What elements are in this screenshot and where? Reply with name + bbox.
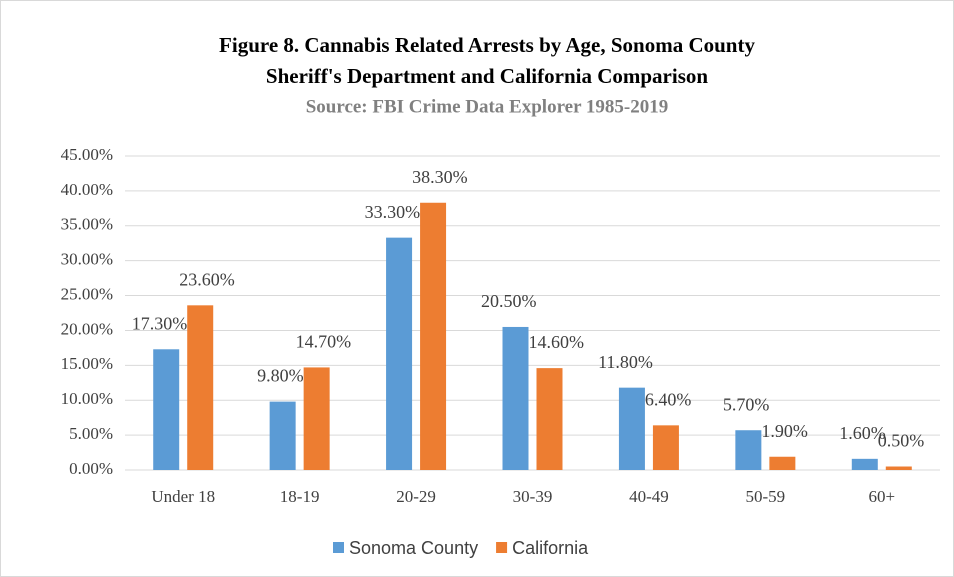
bar: [769, 456, 796, 470]
bar: [303, 367, 330, 470]
value-label: 11.80%: [598, 352, 653, 372]
legend-label: California: [512, 538, 589, 558]
y-tick-label: 35.00%: [61, 215, 113, 234]
y-tick-label: 40.00%: [61, 180, 113, 199]
chart-title: Figure 8. Cannabis Related Arrests by Ag…: [219, 33, 755, 57]
value-label: 14.70%: [296, 332, 352, 352]
x-tick-label: Under 18: [151, 487, 215, 506]
x-tick-label: 40-49: [629, 487, 669, 506]
x-tick-label: 18-19: [280, 487, 320, 506]
bar: [735, 430, 762, 470]
legend-swatch: [333, 542, 344, 553]
chart-subtitle: Source: FBI Crime Data Explorer 1985-201…: [306, 96, 669, 117]
bar: [502, 326, 529, 470]
value-label: 1.60%: [839, 423, 886, 443]
value-label: 6.40%: [645, 389, 692, 409]
value-label: 0.50%: [878, 431, 925, 451]
y-tick-label: 5.00%: [69, 424, 113, 443]
bar: [851, 458, 878, 470]
bar: [269, 401, 296, 470]
y-tick-label: 0.00%: [69, 459, 113, 478]
y-tick-label: 15.00%: [61, 354, 113, 373]
y-tick-label: 30.00%: [61, 250, 113, 269]
bar: [885, 466, 912, 470]
bar: [420, 202, 447, 471]
x-tick-label: 30-39: [513, 487, 553, 506]
x-tick-label: 60+: [868, 487, 895, 506]
value-label: 5.70%: [723, 394, 770, 414]
y-tick-label: 20.00%: [61, 319, 113, 338]
x-tick-label: 20-29: [396, 487, 436, 506]
y-tick-label: 25.00%: [61, 284, 113, 303]
legend-label: Sonoma County: [349, 538, 478, 558]
chart-title: Sheriff's Department and California Comp…: [266, 64, 708, 88]
bar: [187, 305, 214, 470]
value-label: 38.30%: [412, 167, 468, 187]
value-label: 17.30%: [132, 313, 188, 333]
legend-swatch: [496, 542, 508, 553]
value-label: 23.60%: [179, 269, 235, 289]
bar: [153, 349, 180, 470]
value-label: 14.60%: [529, 332, 585, 352]
x-tick-label: 50-59: [746, 487, 786, 506]
value-label: 33.30%: [365, 202, 421, 222]
y-tick-label: 45.00%: [61, 145, 113, 164]
bar: [652, 425, 679, 470]
y-tick-label: 10.00%: [61, 389, 113, 408]
bar: [536, 368, 563, 470]
value-label: 9.80%: [257, 366, 304, 386]
value-label: 1.90%: [761, 421, 808, 441]
value-label: 20.50%: [481, 291, 537, 311]
bar: [618, 387, 645, 470]
bar: [386, 237, 413, 470]
